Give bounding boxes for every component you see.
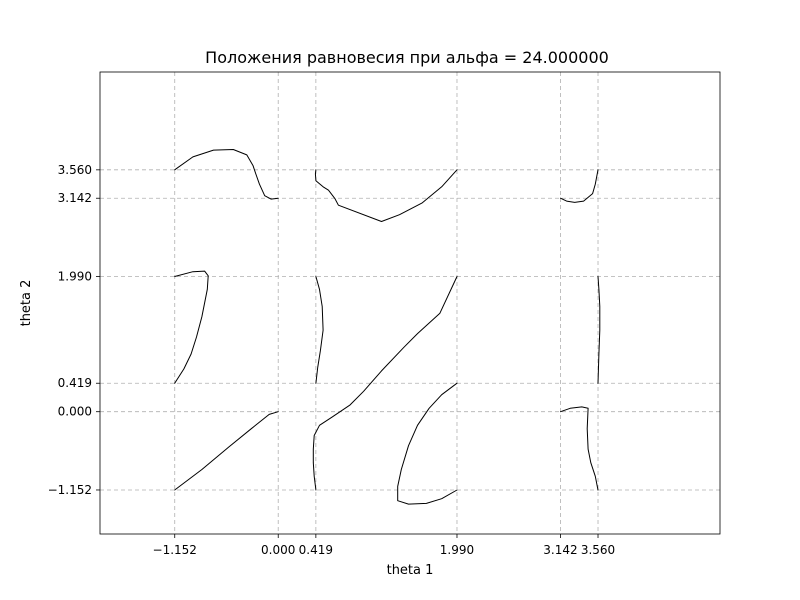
equilibrium-curve-7 bbox=[597, 276, 601, 384]
y-tick-label: 1.990 bbox=[58, 270, 92, 284]
equilibrium-curve-2 bbox=[314, 169, 458, 222]
x-tick-label: 3.560 bbox=[581, 543, 615, 557]
y-tick-label: 3.142 bbox=[58, 191, 92, 205]
chart-title: Положения равновесия при альфа = 24.0000… bbox=[205, 48, 609, 67]
x-tick-label: 0.419 bbox=[299, 543, 333, 557]
y-tick-label: 0.419 bbox=[58, 376, 92, 390]
x-tick-label: 3.142 bbox=[543, 543, 577, 557]
y-tick-label: 3.560 bbox=[58, 163, 92, 177]
x-tick-label: 1.990 bbox=[440, 543, 474, 557]
x-tick-label: −1.152 bbox=[153, 543, 197, 557]
equilibrium-curve-9 bbox=[397, 382, 458, 505]
equilibrium-curve-8 bbox=[174, 411, 279, 491]
x-tick-label: 0.000 bbox=[261, 543, 295, 557]
equilibrium-curve-6 bbox=[312, 276, 458, 491]
ticks: −1.152 0.000 0.419 1.990 3.142 3.560 −1.152 0.0… bbox=[48, 163, 616, 557]
grid bbox=[100, 72, 720, 534]
equilibrium-curve-10 bbox=[560, 406, 599, 491]
y-tick-label: −1.152 bbox=[48, 483, 92, 497]
equilibrium-curve-3 bbox=[560, 169, 599, 203]
y-axis-label: theta 2 bbox=[19, 280, 34, 327]
y-tick-label: 0.000 bbox=[58, 405, 92, 419]
equilibrium-curve-5 bbox=[315, 276, 324, 384]
axes-frame bbox=[99, 71, 721, 535]
equilibrium-curve-4 bbox=[174, 270, 209, 384]
equilibrium-curve-1 bbox=[174, 149, 279, 200]
equilibrium-curves bbox=[174, 149, 601, 505]
x-axis-label: theta 1 bbox=[387, 563, 434, 578]
